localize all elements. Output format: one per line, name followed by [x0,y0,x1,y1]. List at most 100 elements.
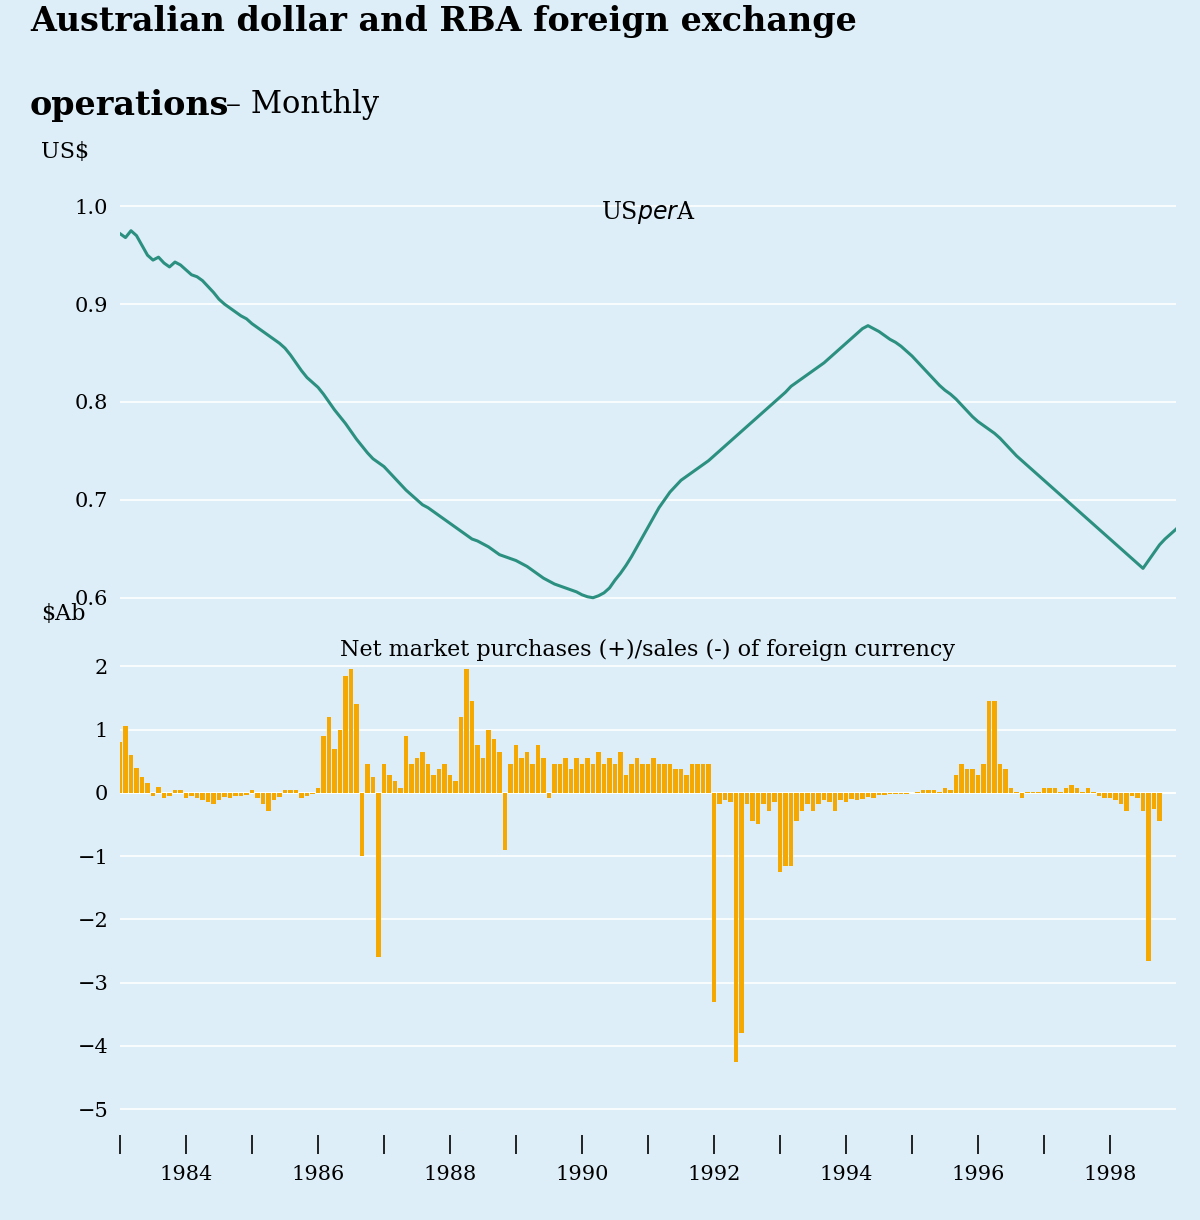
Bar [233,793,238,795]
Bar [920,791,925,793]
Bar [388,775,391,793]
Bar [431,775,436,793]
Bar [986,702,991,793]
Bar [1069,786,1074,793]
Bar [156,787,161,793]
Bar [398,788,403,793]
Bar [1031,792,1036,793]
Bar [547,793,551,798]
Bar [558,765,562,793]
Bar [118,742,122,793]
Bar [239,793,244,795]
Bar [844,793,848,803]
Bar [503,793,508,850]
Text: $Ab: $Ab [41,603,85,625]
Bar [211,793,216,804]
Bar [590,765,595,793]
Bar [365,765,370,793]
Bar [1075,788,1079,793]
Bar [294,789,298,793]
Bar [283,791,287,793]
Bar [948,791,953,793]
Bar [800,793,804,810]
Bar [877,793,881,794]
Bar [882,793,887,794]
Bar [839,793,842,800]
Bar [322,736,325,793]
Bar [1052,788,1057,793]
Bar [360,793,364,856]
Bar [954,775,958,793]
Bar [778,793,782,872]
Bar [458,717,463,793]
Bar [596,752,601,793]
Bar [635,758,640,793]
Bar [827,793,832,803]
Bar [454,782,457,793]
Bar [128,755,133,793]
Bar [536,745,540,793]
Bar [167,793,172,795]
Bar [575,758,578,793]
Bar [811,793,815,810]
Bar [992,702,997,793]
Bar [316,788,320,793]
Bar [530,765,535,793]
Bar [332,749,337,793]
Bar [392,782,397,793]
Bar [250,791,254,793]
Bar [1146,793,1151,960]
Bar [338,730,342,793]
Bar [712,793,716,1002]
Bar [745,793,749,804]
Bar [788,793,793,866]
Bar [1037,792,1040,793]
Bar [541,758,546,793]
Bar [343,676,348,793]
Bar [179,789,182,793]
Bar [707,765,710,793]
Bar [641,765,644,793]
Bar [470,702,474,793]
Bar [833,793,838,810]
Bar [718,793,721,804]
Bar [1025,792,1030,793]
Bar [288,791,293,793]
Bar [607,758,612,793]
Text: – Monthly: – Monthly [216,89,379,121]
Bar [437,769,442,793]
Bar [1152,793,1156,809]
Bar [613,765,617,793]
Bar [305,793,310,795]
Bar [514,745,518,793]
Bar [481,758,485,793]
Bar [1009,788,1013,793]
Bar [784,793,787,866]
Text: Australian dollar and RBA foreign exchange: Australian dollar and RBA foreign exchan… [30,5,857,38]
Bar [850,793,853,799]
Bar [905,793,908,794]
Bar [767,793,772,810]
Bar [326,717,331,793]
Bar [382,765,386,793]
Bar [646,765,650,793]
Bar [932,791,936,793]
Bar [750,793,755,821]
Bar [200,793,205,800]
Bar [794,793,799,821]
Bar [520,758,523,793]
Bar [982,765,985,793]
Bar [937,792,942,793]
Bar [409,765,414,793]
Bar [805,793,810,804]
Bar [1097,793,1102,795]
Bar [1124,793,1129,810]
Bar [871,793,876,798]
Bar [959,765,964,793]
Bar [245,793,248,794]
Bar [926,791,931,793]
Bar [426,765,430,793]
Bar [124,726,127,793]
Bar [134,767,139,793]
Bar [1130,793,1134,795]
